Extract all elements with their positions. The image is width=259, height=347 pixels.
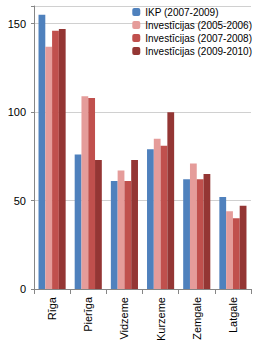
svg-text:Kurzeme: Kurzeme [155,297,167,341]
svg-text:150: 150 [8,18,26,30]
svg-text:Rīga: Rīga [46,296,58,320]
svg-text:0: 0 [20,283,26,295]
svg-text:50: 50 [14,195,26,207]
svg-text:Zemgale: Zemgale [191,297,203,340]
svg-text:Investīcijas (2005-2006): Investīcijas (2005-2006) [145,20,252,31]
svg-text:IKP (2007-2009): IKP (2007-2009) [145,7,218,18]
svg-text:Pierīga: Pierīga [82,296,94,332]
svg-text:Latgale: Latgale [227,297,239,333]
svg-text:100: 100 [8,106,26,118]
svg-text:Investīcijas (2007-2008): Investīcijas (2007-2008) [145,33,252,44]
svg-text:Investīcijas (2009-2010): Investīcijas (2009-2010) [145,46,252,57]
svg-text:Vidzeme: Vidzeme [118,297,130,340]
